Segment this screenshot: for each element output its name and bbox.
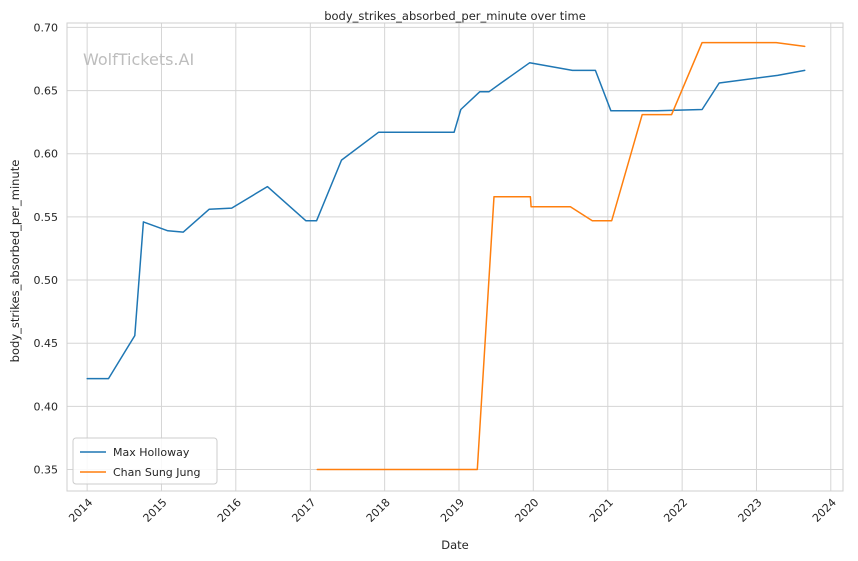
y-tick-label: 0.45 (34, 337, 59, 350)
legend-label-max-holloway: Max Holloway (113, 446, 190, 459)
y-axis-title: body_strikes_absorbed_per_minute (8, 160, 22, 363)
y-tick-label: 0.50 (34, 274, 59, 287)
y-tick-label: 0.35 (34, 464, 59, 477)
legend-label-chan-sung-jung: Chan Sung Jung (113, 466, 200, 479)
series-layer (86, 41, 806, 471)
series-line-max-holloway (86, 62, 806, 380)
legend-box (72, 437, 218, 485)
y-tick-label: 0.40 (34, 400, 59, 413)
y-tick-label: 0.55 (34, 211, 59, 224)
y-tick-label: 0.65 (34, 85, 59, 98)
legend: Max Holloway Chan Sung Jung (72, 437, 218, 485)
plot-frame (66, 22, 844, 492)
x-axis-title: Date (441, 538, 469, 552)
y-tick-label: 0.70 (34, 21, 59, 34)
series-line-chan-sung-jung (316, 41, 806, 471)
y-axis-ticks: 0.35 0.40 0.45 0.50 0.55 0.60 0.65 0.70 (34, 21, 59, 476)
watermark: WolfTickets.AI (83, 50, 194, 69)
chart-title: body_strikes_absorbed_per_minute over ti… (324, 9, 586, 23)
y-tick-label: 0.60 (34, 148, 59, 161)
